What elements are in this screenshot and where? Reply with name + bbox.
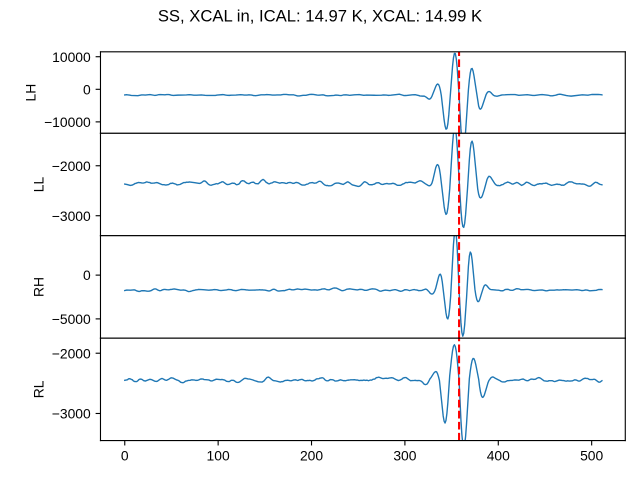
svg-text:400: 400: [487, 447, 510, 463]
svg-text:500: 500: [580, 447, 603, 463]
svg-text:200: 200: [300, 447, 323, 463]
svg-text:300: 300: [393, 447, 416, 463]
svg-text:0: 0: [83, 81, 91, 97]
svg-text:LH: LH: [23, 84, 39, 102]
svg-text:RH: RH: [30, 277, 46, 297]
svg-text:−10000: −10000: [44, 114, 91, 130]
svg-text:100: 100: [207, 447, 230, 463]
svg-text:−5000: −5000: [52, 311, 91, 327]
svg-text:−3000: −3000: [52, 406, 91, 422]
svg-text:0: 0: [121, 447, 129, 463]
svg-text:−3000: −3000: [52, 208, 91, 224]
svg-text:−2000: −2000: [52, 345, 91, 361]
svg-text:SS, XCAL in, ICAL: 14.97 K, XC: SS, XCAL in, ICAL: 14.97 K, XCAL: 14.99 …: [158, 7, 482, 26]
svg-text:10000: 10000: [52, 49, 91, 65]
svg-text:RL: RL: [30, 380, 46, 398]
svg-text:−2000: −2000: [52, 158, 91, 174]
svg-text:0: 0: [83, 267, 91, 283]
svg-text:LL: LL: [30, 176, 46, 192]
